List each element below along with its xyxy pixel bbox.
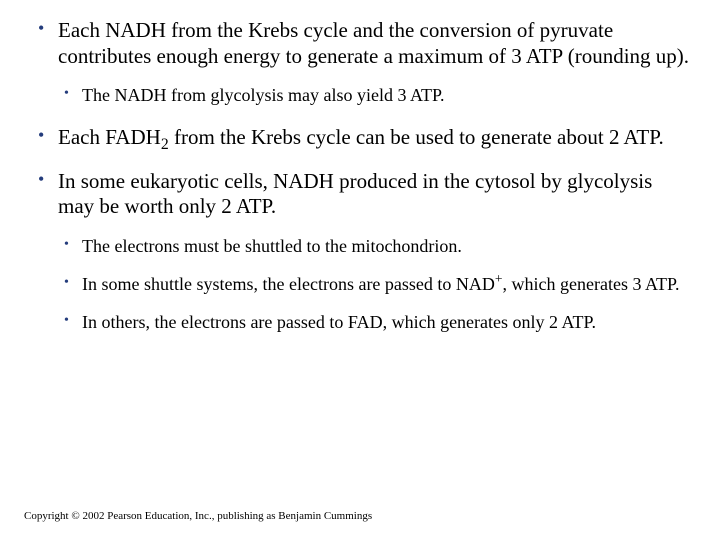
bullet-text: In some shuttle systems, the electrons a…: [82, 274, 680, 294]
bullet-list-level2: The electrons must be shuttled to the mi…: [58, 236, 690, 334]
list-item: Each FADH2 from the Krebs cycle can be u…: [30, 125, 690, 151]
bullet-list-level2: The NADH from glycolysis may also yield …: [58, 85, 690, 107]
bullet-text: Each FADH2 from the Krebs cycle can be u…: [58, 125, 664, 149]
list-item: Each NADH from the Krebs cycle and the c…: [30, 18, 690, 107]
list-item: The electrons must be shuttled to the mi…: [58, 236, 690, 258]
bullet-text: In some eukaryotic cells, NADH produced …: [58, 169, 652, 219]
list-item: The NADH from glycolysis may also yield …: [58, 85, 690, 107]
copyright-text: Copyright © 2002 Pearson Education, Inc.…: [24, 510, 372, 522]
bullet-list-level1: Each NADH from the Krebs cycle and the c…: [30, 18, 690, 334]
slide-body: Each NADH from the Krebs cycle and the c…: [0, 0, 720, 334]
bullet-text: Each NADH from the Krebs cycle and the c…: [58, 18, 689, 68]
list-item: In some eukaryotic cells, NADH produced …: [30, 169, 690, 334]
bullet-text: In others, the electrons are passed to F…: [82, 312, 596, 332]
list-item: In some shuttle systems, the electrons a…: [58, 274, 690, 296]
bullet-text: The electrons must be shuttled to the mi…: [82, 236, 462, 256]
bullet-text: The NADH from glycolysis may also yield …: [82, 85, 444, 105]
list-item: In others, the electrons are passed to F…: [58, 312, 690, 334]
